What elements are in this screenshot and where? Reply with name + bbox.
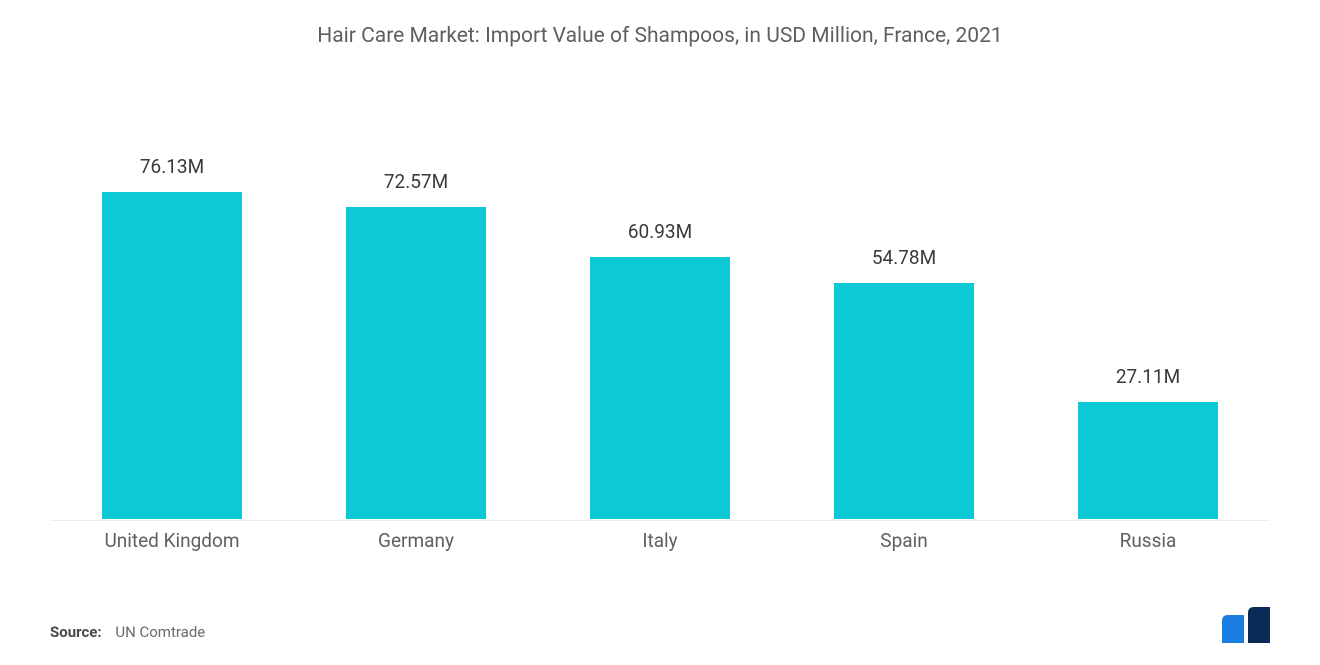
bar [102,192,242,519]
logo-bar-right [1248,607,1270,643]
bar-value-label: 27.11M [1116,365,1180,388]
bar-slot: 54.78MSpain [782,90,1026,519]
source-value: UN Comtrade [115,623,205,641]
logo-bar-left [1222,615,1244,643]
source-line: Source: UN Comtrade [50,623,205,641]
bar [834,283,974,519]
bar-value-label: 60.93M [628,220,692,243]
chart-plot-area: 76.13MUnited Kingdom72.57MGermany60.93MI… [50,90,1270,520]
source-label: Source: [50,623,102,641]
bar-value-label: 54.78M [872,246,936,269]
bar [1078,402,1218,519]
bar-slot: 27.11MRussia [1026,90,1270,519]
bar-category-label: Russia [1026,519,1270,552]
bar-value-label: 72.57M [384,170,448,193]
bar [346,207,486,519]
brand-logo-icon [1222,607,1278,643]
bar [590,257,730,519]
bar-category-label: Spain [782,519,1026,552]
bar-category-label: Germany [294,519,538,552]
bar-slot: 60.93MItaly [538,90,782,519]
chart-container: Hair Care Market: Import Value of Shampo… [0,0,1320,665]
bar-category-label: Italy [538,519,782,552]
chart-title: Hair Care Market: Import Value of Shampo… [0,0,1320,48]
bar-slot: 76.13MUnited Kingdom [50,90,294,519]
chart-baseline [50,520,1270,521]
bar-category-label: United Kingdom [50,519,294,552]
bar-slot: 72.57MGermany [294,90,538,519]
bar-value-label: 76.13M [140,155,204,178]
